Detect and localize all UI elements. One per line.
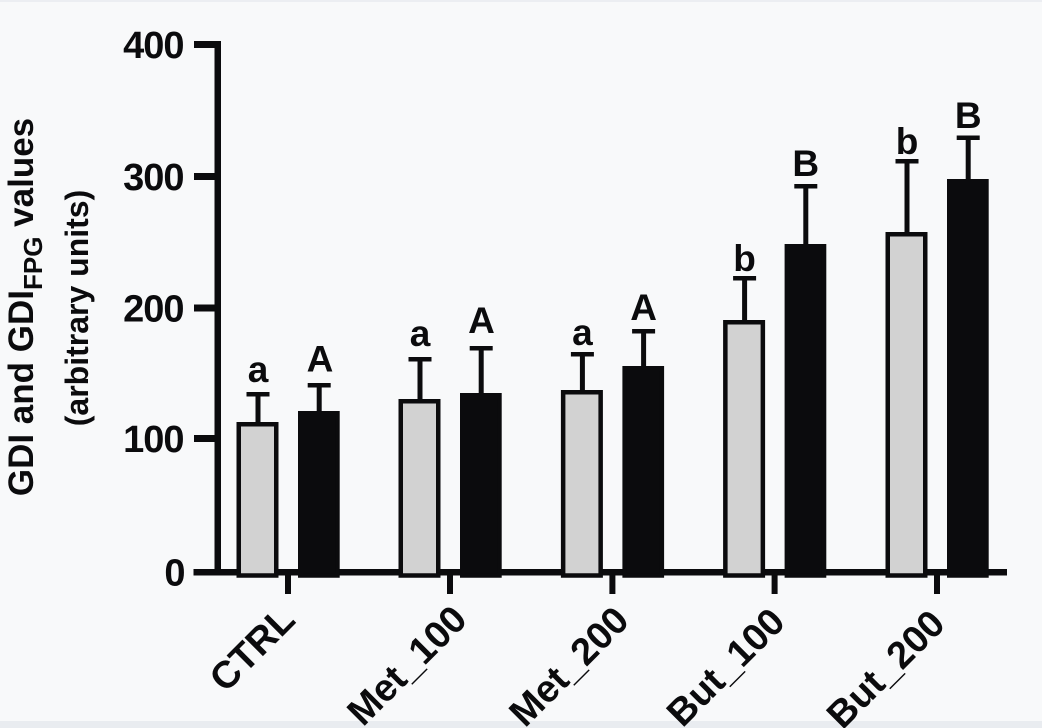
- svg-text:A: A: [468, 300, 495, 341]
- svg-text:B: B: [792, 143, 819, 184]
- svg-text:300: 300: [123, 157, 183, 199]
- svg-text:b: b: [733, 238, 756, 279]
- svg-text:200: 200: [123, 289, 183, 331]
- svg-text:A: A: [307, 339, 334, 380]
- svg-text:400: 400: [123, 25, 183, 67]
- svg-text:A: A: [630, 287, 657, 328]
- svg-text:b: b: [896, 121, 919, 162]
- svg-text:(arbitrary units): (arbitrary units): [59, 190, 95, 426]
- svg-text:B: B: [955, 95, 982, 136]
- svg-text:0: 0: [164, 553, 184, 595]
- svg-text:a: a: [248, 349, 269, 390]
- svg-text:100: 100: [123, 419, 183, 461]
- svg-text:a: a: [410, 313, 431, 354]
- svg-text:a: a: [572, 312, 593, 353]
- svg-text:GDI and GDIFPG values: GDI and GDIFPG values: [2, 118, 48, 496]
